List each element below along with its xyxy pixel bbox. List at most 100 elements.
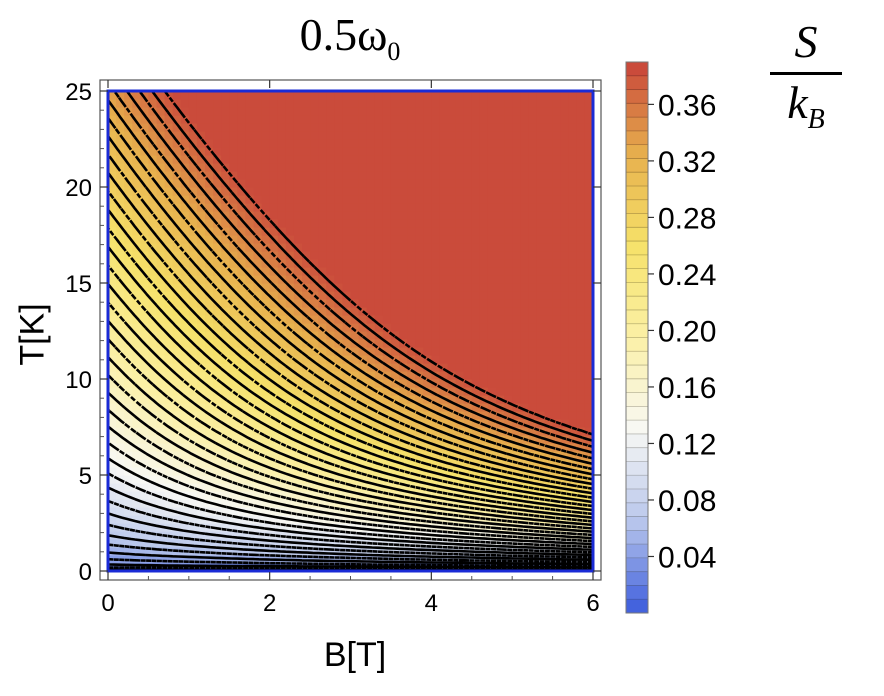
contour-line bbox=[125, 91, 593, 454]
y-tick-label: 5 bbox=[79, 463, 92, 490]
colorbar-band bbox=[626, 309, 648, 325]
contour-line bbox=[108, 551, 593, 566]
contour-line bbox=[108, 117, 593, 471]
x-tick-label: 4 bbox=[425, 590, 438, 617]
colorbar-band bbox=[626, 447, 648, 462]
colorbar bbox=[625, 61, 649, 614]
colorbar-band bbox=[626, 172, 648, 187]
colorbar-title: S kB bbox=[770, 18, 842, 144]
colorbar-band bbox=[626, 62, 648, 77]
contour-line bbox=[108, 441, 593, 543]
contour-line bbox=[108, 486, 593, 551]
colorbar-band bbox=[626, 571, 648, 586]
colorbar-band bbox=[626, 213, 648, 228]
contour-line bbox=[163, 91, 593, 436]
colorbar-band bbox=[626, 599, 648, 614]
colorbar-band bbox=[626, 185, 648, 201]
colorbar-band bbox=[626, 475, 648, 490]
contour-line bbox=[108, 512, 593, 557]
colorbar-band bbox=[626, 337, 648, 352]
colorbar-band bbox=[626, 585, 648, 600]
contour-line bbox=[108, 245, 593, 504]
contour-line bbox=[108, 171, 593, 486]
contour-line bbox=[108, 523, 593, 559]
contour-lines bbox=[108, 91, 593, 571]
chart-title: 0.5ω0 bbox=[200, 8, 500, 67]
contour-line bbox=[151, 91, 593, 442]
colorbar-tick-label: 0.08 bbox=[658, 485, 716, 518]
y-tick-label: 15 bbox=[65, 271, 92, 298]
colorbar-band bbox=[626, 516, 648, 531]
y-tick-label: 20 bbox=[65, 175, 92, 202]
colorbar-band bbox=[626, 433, 648, 449]
y-tick-label: 0 bbox=[79, 559, 92, 586]
colorbar-band bbox=[626, 489, 648, 504]
colorbar-band bbox=[626, 420, 648, 435]
contour-line bbox=[108, 457, 593, 546]
colorbar-band bbox=[626, 530, 648, 545]
colorbar-band bbox=[626, 323, 648, 338]
colorbar-band bbox=[626, 117, 648, 132]
contour-line bbox=[108, 472, 593, 549]
contour-line bbox=[108, 227, 593, 499]
colorbar-band bbox=[626, 144, 648, 159]
contour-line bbox=[108, 566, 593, 571]
y-tick-label: 10 bbox=[65, 367, 92, 394]
colorbar-band bbox=[626, 158, 648, 173]
colorbar-band bbox=[626, 392, 648, 407]
colorbar-tick-label: 0.20 bbox=[658, 315, 716, 348]
colorbar-band bbox=[626, 282, 648, 297]
colorbar-tick-label: 0.32 bbox=[658, 146, 716, 179]
contour-line bbox=[108, 301, 593, 516]
colorbar-tick-label: 0.12 bbox=[658, 428, 716, 461]
contour-line bbox=[108, 374, 593, 530]
chart-title-subscript: 0 bbox=[387, 37, 401, 67]
colorbar-band bbox=[626, 502, 648, 518]
colorbar-band bbox=[626, 199, 648, 215]
colorbar-band bbox=[626, 75, 648, 91]
colorbar-band bbox=[626, 130, 648, 146]
colorbar-tick-label: 0.24 bbox=[658, 259, 716, 292]
contour-line bbox=[108, 99, 593, 466]
x-tick-label: 2 bbox=[263, 590, 276, 617]
colorbar-title-denominator: kB bbox=[770, 79, 842, 144]
colorbar-tick-label: 0.36 bbox=[658, 89, 716, 122]
colorbar-tick-label: 0.16 bbox=[658, 372, 716, 405]
contour-line bbox=[108, 338, 593, 523]
contour-line bbox=[108, 425, 593, 540]
contour-line bbox=[108, 543, 593, 564]
colorbar-frame bbox=[625, 61, 649, 614]
colorbar-band bbox=[626, 241, 648, 256]
contour-line bbox=[108, 534, 593, 562]
contour-line bbox=[108, 135, 593, 476]
contour-line bbox=[108, 563, 593, 569]
contour-line bbox=[108, 408, 593, 537]
contour-line bbox=[108, 153, 593, 481]
colorbar-title-numerator: S bbox=[794, 16, 818, 67]
contour-line bbox=[108, 283, 593, 512]
contour-line bbox=[108, 356, 593, 527]
colorbar-band bbox=[626, 254, 648, 270]
colorbar-band bbox=[626, 365, 648, 380]
colorbar-band bbox=[626, 378, 648, 394]
chart-title-text: 0.5ω bbox=[299, 9, 388, 60]
colorbar-band bbox=[626, 351, 648, 366]
colorbar-band bbox=[626, 557, 648, 573]
contour-line bbox=[108, 190, 593, 491]
contour-line bbox=[108, 319, 593, 519]
colorbar-tick-label: 0.04 bbox=[658, 541, 716, 574]
y-tick-label: 25 bbox=[65, 79, 92, 106]
contour-line bbox=[108, 499, 593, 554]
colorbar-tick-label: 0.28 bbox=[658, 202, 716, 235]
colorbar-band bbox=[626, 103, 648, 118]
contour-line bbox=[108, 391, 593, 533]
colorbar-band bbox=[626, 227, 648, 242]
colorbar-band bbox=[626, 544, 648, 559]
colorbar-title-fraction-bar bbox=[770, 72, 842, 75]
colorbar-title-denominator-subscript: B bbox=[807, 104, 825, 136]
contour-line bbox=[108, 208, 593, 495]
contour-line bbox=[113, 91, 593, 460]
colorbar-band bbox=[626, 406, 648, 421]
colorbar-band bbox=[626, 268, 648, 283]
